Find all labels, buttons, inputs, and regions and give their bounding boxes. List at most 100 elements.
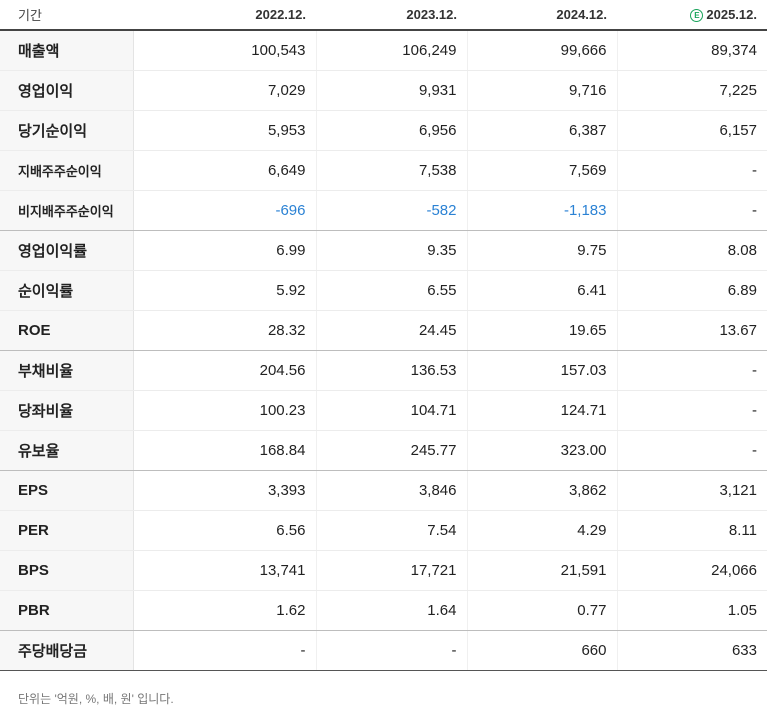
period-2025-estimate: E 2025.12. bbox=[617, 0, 767, 31]
value-cell: 5,953 bbox=[133, 110, 317, 151]
value-cell: - bbox=[617, 350, 767, 391]
table-row: 유보율 168.84 245.77 323.00- bbox=[0, 430, 767, 471]
value-cell: -582 bbox=[316, 190, 468, 231]
value-cell: 24,066 bbox=[617, 550, 767, 591]
value-cell: 204.56 bbox=[133, 350, 317, 391]
value-cell: 104.71 bbox=[316, 390, 468, 431]
row-label: 비지배주주순이익 bbox=[0, 190, 134, 231]
value-cell: 6,649 bbox=[133, 150, 317, 191]
table-row: BPS 13,741 17,721 21,591 24,066 bbox=[0, 550, 767, 591]
table-row: EPS 3,393 3,846 3,862 3,121 bbox=[0, 470, 767, 511]
value-cell: 5.92 bbox=[133, 270, 317, 311]
value-cell: 100.23 bbox=[133, 390, 317, 431]
value-cell: 323.00 bbox=[467, 430, 618, 471]
period-2025-label: 2025.12. bbox=[706, 7, 757, 22]
value-cell: 7,569 bbox=[467, 150, 618, 191]
value-cell: 13,741 bbox=[133, 550, 317, 591]
value-cell: 9.75 bbox=[467, 230, 618, 271]
value-cell: 3,862 bbox=[467, 470, 618, 511]
value-cell: 3,846 bbox=[316, 470, 468, 511]
value-cell: 157.03 bbox=[467, 350, 618, 391]
value-cell: 4.29 bbox=[467, 510, 618, 551]
value-cell: 1.64 bbox=[316, 590, 468, 631]
unit-footnote: 단위는 '억원, %, 배, 원' 입니다. bbox=[18, 692, 174, 706]
value-cell: 100,543 bbox=[133, 30, 317, 71]
value-cell: 28.32 bbox=[133, 310, 317, 351]
value-cell: 1.62 bbox=[133, 590, 317, 631]
value-cell: 6,157 bbox=[617, 110, 767, 151]
table-row: 주당배당금 - -660 633 bbox=[0, 630, 767, 671]
value-cell: -696 bbox=[133, 190, 317, 231]
value-cell: 9.35 bbox=[316, 230, 468, 271]
value-cell: 19.65 bbox=[467, 310, 618, 351]
row-label: 당좌비율 bbox=[0, 390, 134, 431]
value-cell: 660 bbox=[467, 630, 618, 671]
value-cell: 3,121 bbox=[617, 470, 767, 511]
value-cell: 633 bbox=[617, 630, 767, 671]
value-cell: 6.99 bbox=[133, 230, 317, 271]
value-cell: 6,956 bbox=[316, 110, 468, 151]
period-2024: 2024.12. bbox=[467, 0, 617, 31]
value-cell: 8.11 bbox=[617, 510, 767, 551]
table-row: 당좌비율 100.23 104.71 124.71- bbox=[0, 390, 767, 431]
value-cell: 89,374 bbox=[617, 30, 767, 71]
row-label: ROE bbox=[0, 310, 134, 351]
table-row: 매출액 100,543 106,249 99,666 89,374 bbox=[0, 30, 767, 71]
row-label: EPS bbox=[0, 470, 134, 511]
value-cell: 6.41 bbox=[467, 270, 618, 311]
table-row: 비지배주주순이익 -696 -582 -1,183- bbox=[0, 190, 767, 231]
value-cell: 6.89 bbox=[617, 270, 767, 311]
value-cell: 6.56 bbox=[133, 510, 317, 551]
table-row: 영업이익률 6.99 9.35 9.75 8.08 bbox=[0, 230, 767, 271]
table-row: ROE 28.32 24.45 19.65 13.67 bbox=[0, 310, 767, 351]
table-row: 순이익률 5.92 6.55 6.41 6.89 bbox=[0, 270, 767, 311]
row-label: 당기순이익 bbox=[0, 110, 134, 151]
row-label: 지배주주순이익 bbox=[0, 150, 134, 191]
table-row: 부채비율 204.56 136.53 157.03- bbox=[0, 350, 767, 391]
row-label: 순이익률 bbox=[0, 270, 134, 311]
row-label: 부채비율 bbox=[0, 350, 134, 391]
value-cell: 9,931 bbox=[316, 70, 468, 111]
row-label: PBR bbox=[0, 590, 134, 631]
value-cell: 24.45 bbox=[316, 310, 468, 351]
value-cell: 0.77 bbox=[467, 590, 618, 631]
value-cell: 7,225 bbox=[617, 70, 767, 111]
value-cell: 8.08 bbox=[617, 230, 767, 271]
value-cell: 7,029 bbox=[133, 70, 317, 111]
value-cell: 1.05 bbox=[617, 590, 767, 631]
value-cell: - bbox=[617, 430, 767, 471]
row-label: BPS bbox=[0, 550, 134, 591]
value-cell: 168.84 bbox=[133, 430, 317, 471]
value-cell: - bbox=[617, 150, 767, 191]
value-cell: 7.54 bbox=[316, 510, 468, 551]
period-label: 기간 bbox=[0, 0, 133, 31]
value-cell: 7,538 bbox=[316, 150, 468, 191]
value-cell: 9,716 bbox=[467, 70, 618, 111]
value-cell: 3,393 bbox=[133, 470, 317, 511]
table-row: 당기순이익 5,953 6,956 6,387 6,157 bbox=[0, 110, 767, 151]
header-row: 기간 2022.12. 2023.12. 2024.12. E 2025.12. bbox=[0, 0, 767, 31]
value-cell: 6,387 bbox=[467, 110, 618, 151]
value-cell: - bbox=[133, 630, 317, 671]
row-label: 영업이익률 bbox=[0, 230, 134, 271]
value-cell: - bbox=[316, 630, 468, 671]
value-cell: 136.53 bbox=[316, 350, 468, 391]
row-label: 영업이익 bbox=[0, 70, 134, 111]
value-cell: - bbox=[617, 390, 767, 431]
table-row: 지배주주순이익 6,649 7,538 7,569- bbox=[0, 150, 767, 191]
period-2022: 2022.12. bbox=[133, 0, 316, 31]
row-label: PER bbox=[0, 510, 134, 551]
value-cell: 21,591 bbox=[467, 550, 618, 591]
period-2023: 2023.12. bbox=[316, 0, 467, 31]
estimate-icon: E bbox=[690, 9, 704, 22]
value-cell: 17,721 bbox=[316, 550, 468, 591]
value-cell: 13.67 bbox=[617, 310, 767, 351]
value-cell: -1,183 bbox=[467, 190, 618, 231]
financial-table: 기간 2022.12. 2023.12. 2024.12. E 2025.12. … bbox=[0, 0, 767, 671]
value-cell: - bbox=[617, 190, 767, 231]
value-cell: 245.77 bbox=[316, 430, 468, 471]
row-label: 주당배당금 bbox=[0, 630, 134, 671]
value-cell: 99,666 bbox=[467, 30, 618, 71]
value-cell: 106,249 bbox=[316, 30, 468, 71]
